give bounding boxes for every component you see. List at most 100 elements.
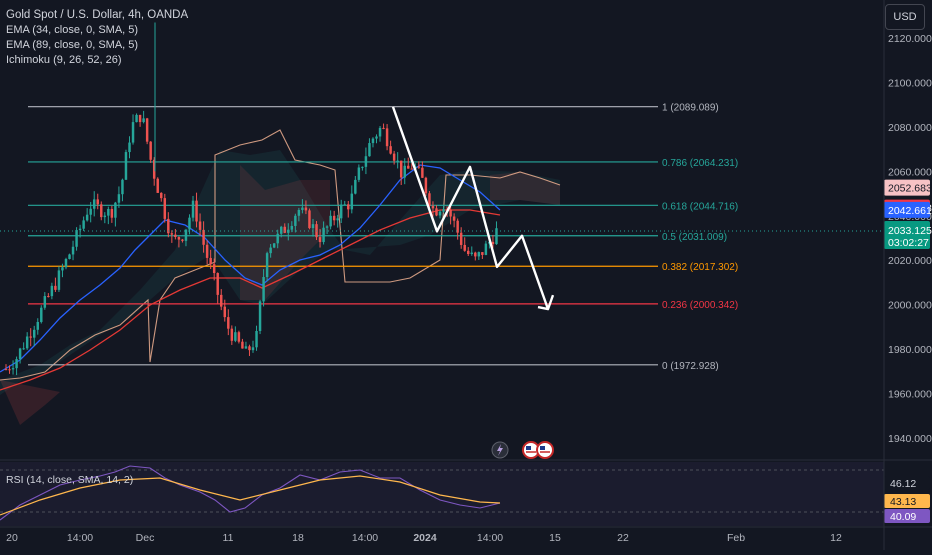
candle-body xyxy=(350,193,354,210)
candle-body xyxy=(209,257,212,265)
candle-body xyxy=(332,215,336,221)
candle-body xyxy=(4,369,8,371)
candle-body xyxy=(18,348,22,360)
candle-body xyxy=(138,114,142,123)
candle-body xyxy=(64,258,68,268)
candle-body xyxy=(438,211,442,216)
candle-body xyxy=(191,200,195,218)
candle-body xyxy=(276,233,279,244)
candle-body xyxy=(403,165,406,178)
fib-level-label: 0.382 (2017.302) xyxy=(662,262,738,273)
candle-body xyxy=(322,227,325,243)
time-tick-label: 14:00 xyxy=(477,532,503,544)
candle-body xyxy=(117,194,121,203)
ema89-legend[interactable]: EMA (89, close, 0, SMA, 5) xyxy=(6,39,139,51)
candle-body xyxy=(142,118,145,123)
price-tick-label: 1980.000 xyxy=(888,344,932,356)
countdown-text: 03:02:27 xyxy=(888,237,929,249)
candle-body xyxy=(216,273,219,295)
time-tick-label: 12 xyxy=(830,532,842,544)
price-tick-label: 2000.000 xyxy=(888,300,932,312)
candle-body xyxy=(325,226,329,228)
candle-body xyxy=(47,296,50,298)
rsi-legend[interactable]: RSI (14, close, SMA, 14, 2) xyxy=(6,474,133,486)
candle-body xyxy=(428,193,431,206)
candle-body xyxy=(198,221,202,230)
candle-body xyxy=(343,204,346,206)
candle-body xyxy=(357,167,361,180)
event-markers[interactable] xyxy=(491,441,554,459)
candle-body xyxy=(131,122,135,143)
candle-body xyxy=(174,234,177,238)
chart-legend: Gold Spot / U.S. Dollar, 4h, OANDA EMA (… xyxy=(6,8,188,68)
candle-body xyxy=(202,229,205,245)
flag-canton xyxy=(526,446,531,450)
time-tick-label: 22 xyxy=(617,532,629,544)
candle-body xyxy=(29,336,32,338)
candle-body xyxy=(89,208,92,215)
ema34-legend[interactable]: EMA (34, close, 0, SMA, 5) xyxy=(6,24,139,36)
cloud-bearish xyxy=(490,172,560,205)
candle-body xyxy=(149,141,152,160)
candle-body xyxy=(82,220,85,229)
candle-body xyxy=(78,228,82,231)
candle-body xyxy=(417,166,421,168)
symbol-title[interactable]: Gold Spot / U.S. Dollar, 4h, OANDA xyxy=(6,9,189,21)
fibonacci-retracement[interactable]: 1 (2089.089) 0.786 (2064.231) 0.618 (2044.… xyxy=(28,103,738,372)
candle-body xyxy=(262,277,265,302)
candle-body xyxy=(459,232,463,245)
rsi-ma-line xyxy=(0,475,501,516)
time-tick-label: 11 xyxy=(223,532,234,544)
candle-body xyxy=(71,246,75,255)
candle-body xyxy=(15,359,18,369)
candle-body xyxy=(410,168,414,170)
projection-arrow[interactable] xyxy=(391,106,550,310)
candle-body xyxy=(435,208,438,216)
rsi-value-badge xyxy=(884,476,930,490)
candle-body xyxy=(152,159,156,179)
time-tick-label: Feb xyxy=(727,532,745,544)
candle-body xyxy=(54,285,57,290)
rsi-value-badge xyxy=(884,509,930,523)
candle-body xyxy=(244,346,248,349)
candle-body xyxy=(248,346,251,351)
candle-body xyxy=(50,285,54,297)
ema89-line xyxy=(0,209,501,391)
candle-body xyxy=(255,331,258,348)
candle-body xyxy=(258,301,262,332)
lightning-glyph xyxy=(497,444,503,456)
fib-level-label: 1 (2089.089) xyxy=(662,103,719,114)
candle-body xyxy=(442,209,445,212)
candle-body xyxy=(491,241,495,245)
candle-body xyxy=(283,226,286,233)
candle-body xyxy=(32,329,36,338)
candle-body xyxy=(40,307,43,322)
candle-body xyxy=(167,218,170,234)
candle-body xyxy=(145,118,149,142)
candle-body xyxy=(294,215,297,226)
fib-level-label: 0.236 (2000.342) xyxy=(662,300,738,311)
currency-button[interactable]: USD xyxy=(885,4,925,30)
price-tick-label: 2100.000 xyxy=(888,77,932,89)
time-axis[interactable]: 20 14:00 Dec 11 18 14:00 2024 14:00 15 22 Feb 12 xyxy=(6,532,842,544)
time-tick-label: 14:00 xyxy=(67,532,93,544)
cloud-bearish xyxy=(0,380,60,425)
ichimoku-legend[interactable]: Ichimoku (9, 26, 52, 26) xyxy=(6,54,122,66)
time-tick-label: 15 xyxy=(549,532,561,544)
candle-body xyxy=(382,127,385,129)
rsi-band xyxy=(0,462,884,526)
candle-body xyxy=(170,233,174,235)
candle-body xyxy=(110,209,114,218)
candle-body xyxy=(114,202,117,218)
candle-body xyxy=(311,224,315,229)
candle-body xyxy=(304,207,308,211)
candle-body xyxy=(456,220,459,233)
candle-body xyxy=(212,264,216,274)
candle-body xyxy=(103,215,107,218)
candle-body xyxy=(431,205,435,209)
price-label-text: 2052.683 xyxy=(888,183,932,195)
price-label-text: 2042.661 xyxy=(888,205,932,217)
